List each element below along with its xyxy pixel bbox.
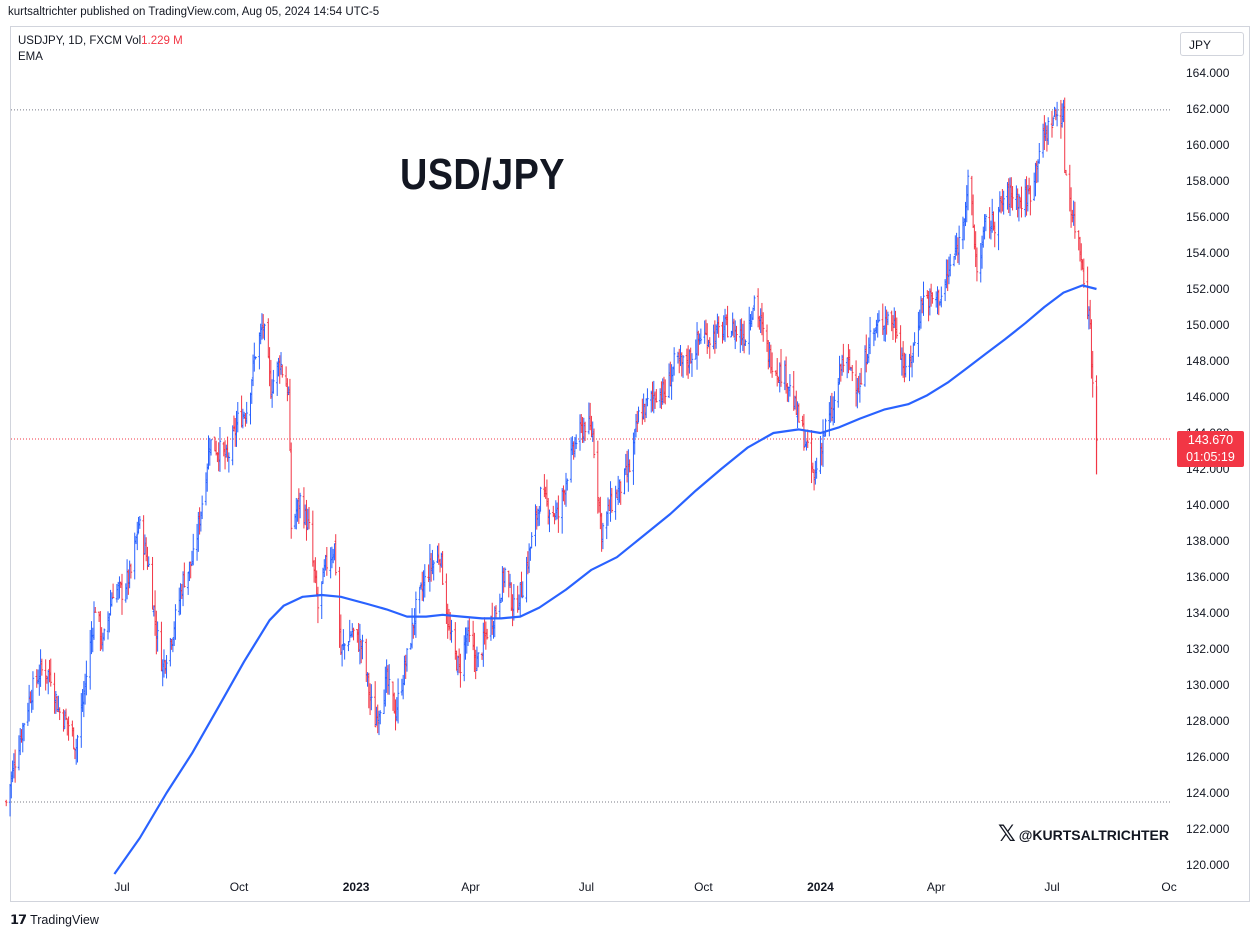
last-price: 143.670 xyxy=(1187,433,1234,447)
x-tick-label: Apr xyxy=(927,880,946,894)
y-tick-label: 164.000 xyxy=(1186,66,1230,80)
x-tick-label: Oct xyxy=(230,880,249,894)
tradingview-logo-icon: 𝟭𝟳 xyxy=(10,912,27,927)
ema-path xyxy=(113,284,1097,875)
currency-button[interactable]: JPY xyxy=(1180,32,1244,56)
vol-value: 1.229 M xyxy=(141,35,183,47)
y-tick-label: 156.000 xyxy=(1186,210,1230,224)
y-tick-label: 136.000 xyxy=(1186,570,1230,584)
y-tick-label: 158.000 xyxy=(1186,174,1230,188)
symbol-legend[interactable]: USDJPY, 1D, FXCM Vol1.229 M xyxy=(18,35,183,47)
y-tick-label: 146.000 xyxy=(1186,390,1230,404)
y-tick-label: 126.000 xyxy=(1186,750,1230,764)
y-tick-label: 132.000 xyxy=(1186,642,1230,656)
y-tick-label: 148.000 xyxy=(1186,354,1230,368)
symbol-name: USDJPY, 1D, FXCM xyxy=(18,35,122,47)
y-tick-label: 138.000 xyxy=(1186,534,1230,548)
author-watermark: 𝕏 @KURTSALTRICHTER xyxy=(998,822,1169,847)
y-tick-label: 152.000 xyxy=(1186,282,1230,296)
y-tick-label: 124.000 xyxy=(1186,786,1230,800)
publish-header: kurtsaltrichter published on TradingView… xyxy=(8,6,380,18)
y-tick-label: 122.000 xyxy=(1186,822,1230,836)
y-axis: 120.000 122.000 124.000 126.000 128.000 130.0… xyxy=(1186,66,1230,872)
ema-line xyxy=(113,284,1097,875)
x-tick-label: Jul xyxy=(579,880,594,894)
x-logo-icon: 𝕏 xyxy=(998,822,1016,847)
vol-label: Vol xyxy=(125,35,142,47)
x-axis: Jul Oct 2023 Apr Jul Oct 2024 Apr Jul Oc xyxy=(114,880,1176,894)
x-tick-label: Oc xyxy=(1161,880,1176,894)
chart-frame[interactable] xyxy=(10,26,1250,902)
x-tick-label: Apr xyxy=(461,880,480,894)
reference-lines xyxy=(11,109,1172,803)
y-tick-label: 130.000 xyxy=(1186,678,1230,692)
x-tick-label: 2024 xyxy=(807,880,834,894)
y-tick-label: 140.000 xyxy=(1186,498,1230,512)
y-tick-label: 150.000 xyxy=(1186,318,1230,332)
indicator-legend-ema[interactable]: EMA xyxy=(18,51,43,63)
x-tick-label: Jul xyxy=(1044,880,1059,894)
x-tick-label: Jul xyxy=(114,880,129,894)
bar-countdown: 01:05:19 xyxy=(1186,450,1235,464)
y-tick-label: 120.000 xyxy=(1186,858,1230,872)
last-price-tag: 143.670 01:05:19 xyxy=(1177,431,1244,467)
price-bars xyxy=(5,97,1098,817)
footer-brand: TradingView xyxy=(30,913,99,927)
x-tick-label: 2023 xyxy=(343,880,370,894)
y-tick-label: 128.000 xyxy=(1186,714,1230,728)
footer[interactable]: 𝟭𝟳 TradingView xyxy=(10,912,99,928)
y-tick-label: 160.000 xyxy=(1186,138,1230,152)
y-tick-label: 162.000 xyxy=(1186,102,1230,116)
chart-title: USD/JPY xyxy=(400,150,565,199)
author-handle: @KURTSALTRICHTER xyxy=(1018,826,1170,843)
y-tick-label: 154.000 xyxy=(1186,246,1230,260)
y-tick-label: 134.000 xyxy=(1186,606,1230,620)
x-tick-label: Oct xyxy=(694,880,713,894)
